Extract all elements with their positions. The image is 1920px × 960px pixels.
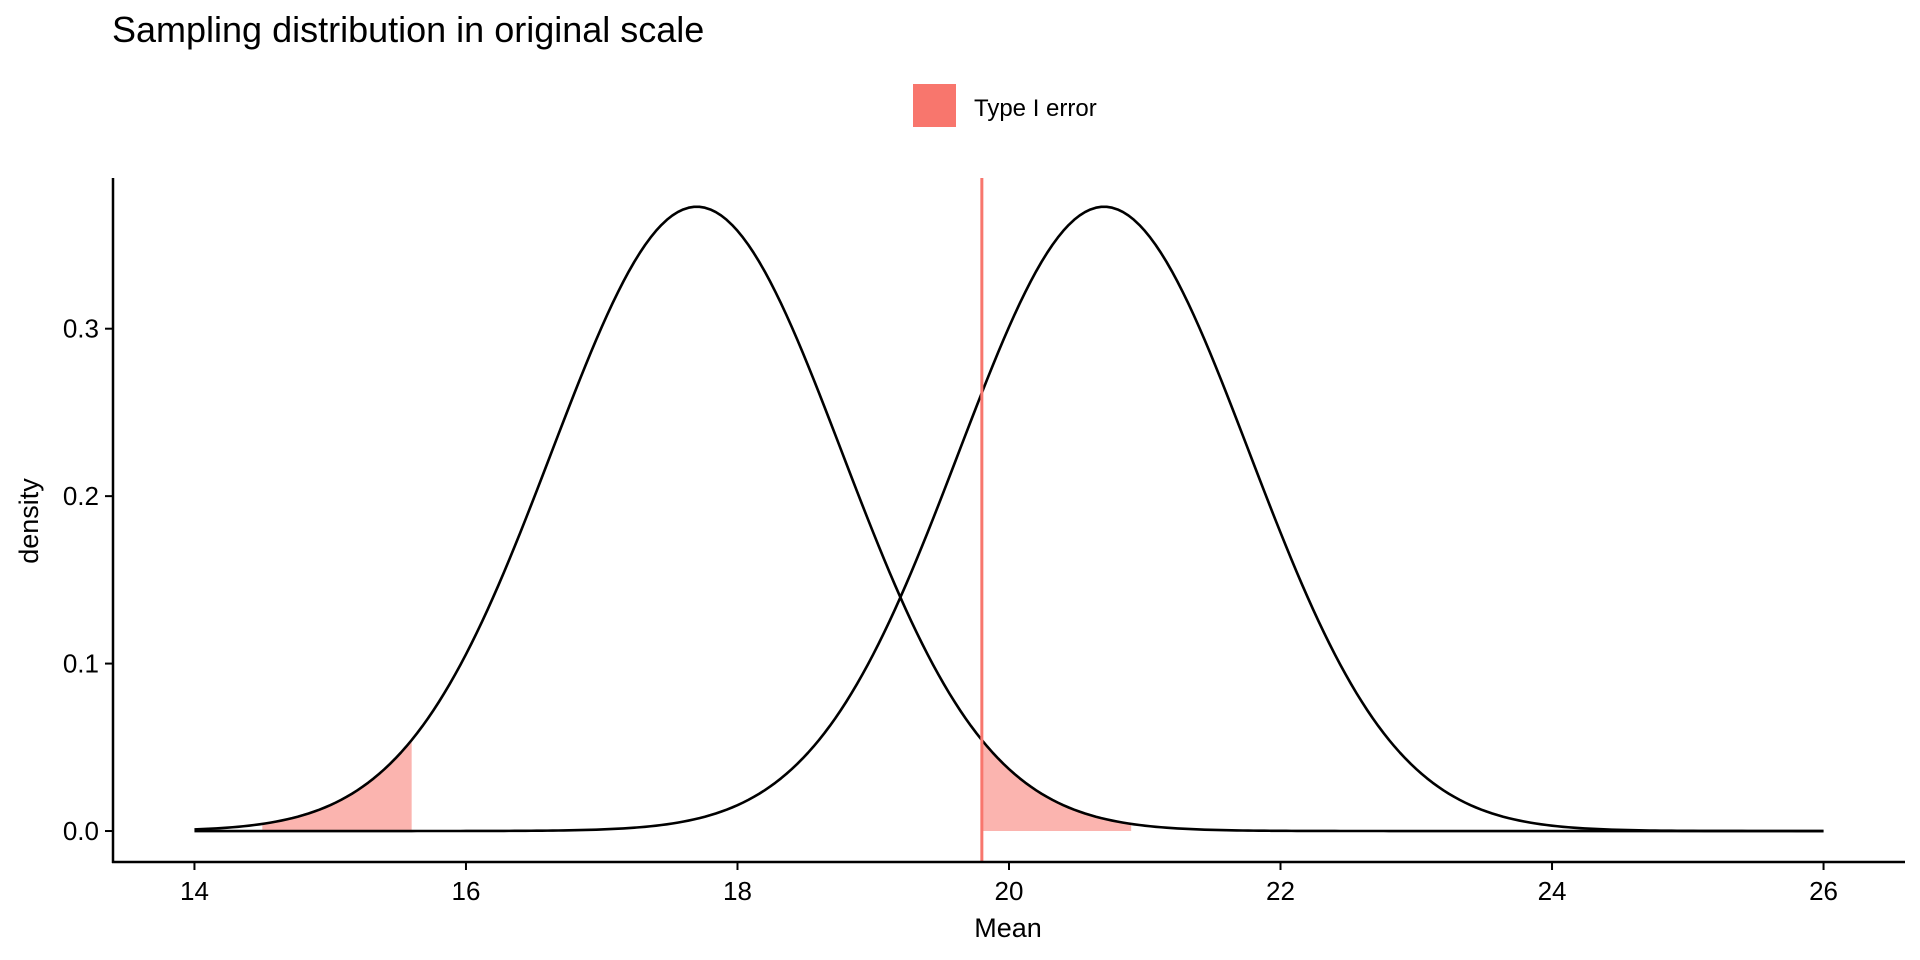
x-tick-label: 24 bbox=[1538, 876, 1567, 906]
type-i-error-region-1 bbox=[262, 740, 412, 832]
shaded-regions bbox=[262, 740, 1132, 832]
density-curve-1 bbox=[194, 205, 1824, 833]
x-tick-label: 22 bbox=[1266, 876, 1295, 906]
legend-label-type-i-error: Type I error bbox=[974, 95, 1097, 122]
y-tick-label: 0.1 bbox=[63, 649, 99, 679]
y-ticks: 0.0 0.1 0.2 0.3 bbox=[63, 314, 113, 846]
x-tick-label: 16 bbox=[452, 876, 481, 906]
x-tick-label: 20 bbox=[995, 876, 1024, 906]
density-curve-2 bbox=[194, 205, 1824, 833]
y-tick-label: 0.0 bbox=[63, 816, 99, 846]
type-i-error-region-2 bbox=[981, 740, 1132, 832]
y-axis: 0.0 0.1 0.2 0.3 bbox=[63, 178, 115, 863]
x-tick-label: 26 bbox=[1809, 876, 1838, 906]
chart-title: Sampling distribution in original scale bbox=[112, 9, 704, 50]
y-tick-label: 0.3 bbox=[63, 314, 99, 344]
x-ticks: 14 16 18 20 22 24 26 bbox=[180, 862, 1838, 906]
y-tick-label: 0.2 bbox=[63, 481, 99, 511]
x-axis: 14 16 18 20 22 24 26 bbox=[112, 860, 1905, 906]
x-tick-label: 18 bbox=[723, 876, 752, 906]
legend: Type I error bbox=[913, 84, 1097, 127]
x-tick-label: 14 bbox=[180, 876, 209, 906]
legend-swatch-type-i-error bbox=[913, 84, 956, 127]
x-axis-title: Mean bbox=[974, 913, 1042, 943]
y-axis-title: density bbox=[14, 478, 44, 564]
series-curves bbox=[194, 205, 1824, 833]
